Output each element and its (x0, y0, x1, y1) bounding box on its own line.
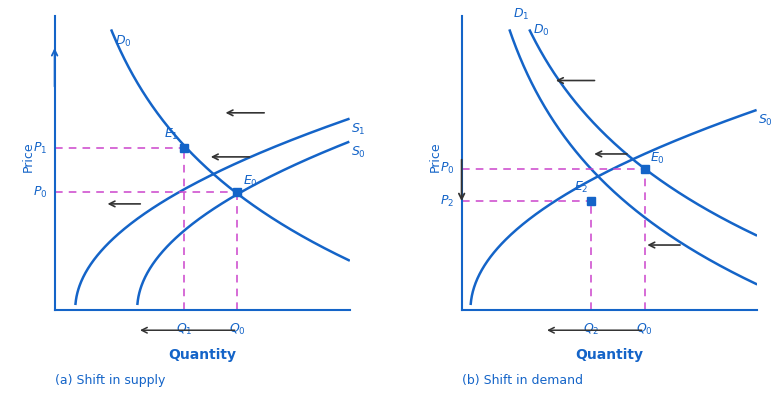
Text: Price: Price (22, 142, 34, 172)
Text: (b) Shift in demand: (b) Shift in demand (462, 374, 583, 387)
Text: $E_0$: $E_0$ (243, 174, 258, 189)
Text: Quantity: Quantity (168, 348, 236, 362)
Text: $D_0$: $D_0$ (115, 33, 131, 48)
Text: $D_1$: $D_1$ (512, 7, 529, 22)
Text: $Q_0$: $Q_0$ (636, 322, 653, 337)
Text: $P_0$: $P_0$ (33, 185, 48, 200)
Text: $P_0$: $P_0$ (440, 161, 454, 176)
Text: Price: Price (428, 142, 441, 172)
Text: $S_1$: $S_1$ (351, 122, 366, 137)
Text: $E_0$: $E_0$ (651, 150, 665, 166)
Text: $Q_2$: $Q_2$ (583, 322, 600, 337)
Text: (a) Shift in supply: (a) Shift in supply (55, 374, 165, 387)
Text: $P_2$: $P_2$ (440, 193, 454, 208)
Text: $S_0$: $S_0$ (351, 145, 366, 160)
Text: $E_1$: $E_1$ (164, 127, 179, 142)
Text: $Q_1$: $Q_1$ (176, 322, 193, 337)
Text: $S_0$: $S_0$ (758, 113, 773, 129)
Text: $D_0$: $D_0$ (533, 23, 549, 38)
Text: $Q_0$: $Q_0$ (229, 322, 246, 337)
Text: $E_2$: $E_2$ (574, 180, 588, 195)
Text: $P_1$: $P_1$ (33, 141, 48, 156)
Text: Quantity: Quantity (575, 348, 644, 362)
